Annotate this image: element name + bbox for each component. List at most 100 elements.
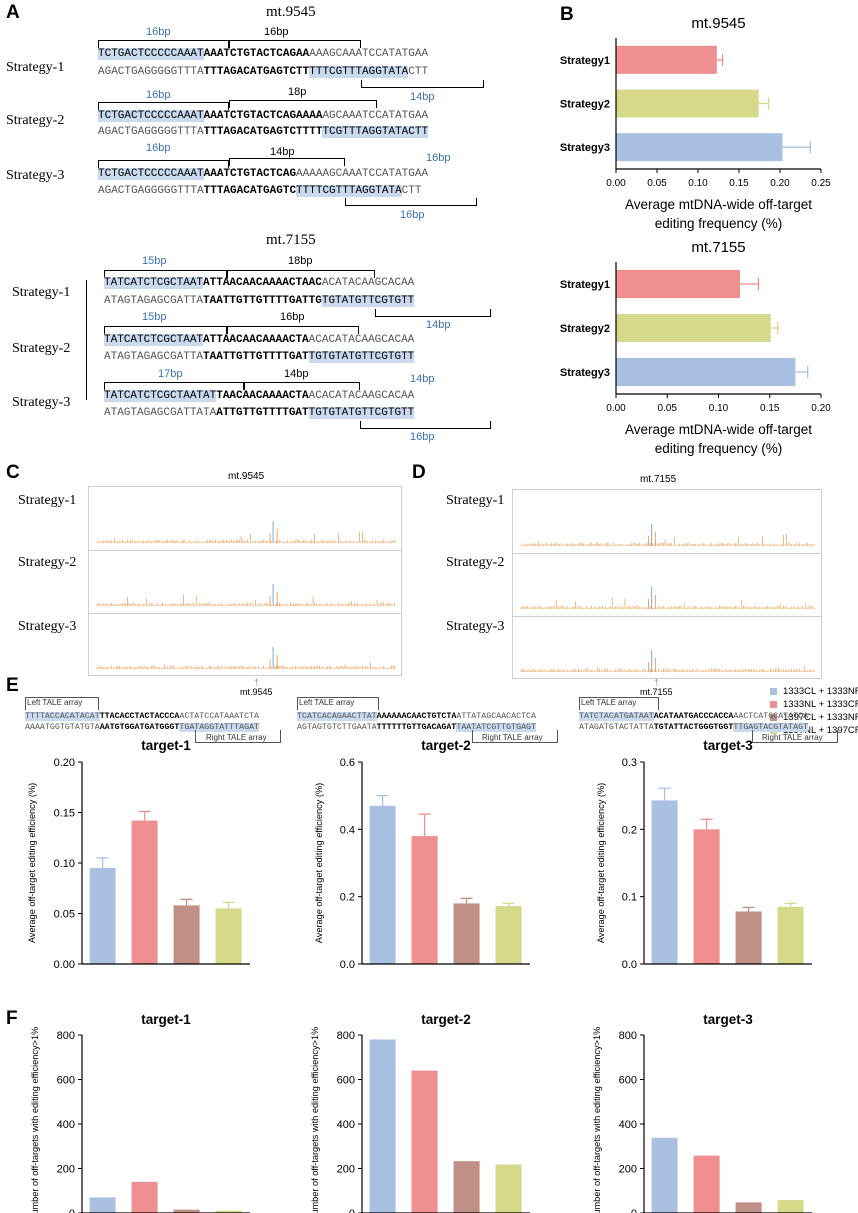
bp-label: 16bp xyxy=(146,26,171,38)
strategy-label: Strategy-2 xyxy=(12,341,71,356)
sequence-bottom: AGACTGAGGGGGTTTATTTAGACATGAGTCTTTTTCGTTT… xyxy=(98,66,428,79)
row-divider xyxy=(513,553,821,554)
row-divider xyxy=(89,613,401,614)
spacer-seq: ATTGTTGTTTTGAT xyxy=(216,407,309,419)
x-axis-label: Average mtDNA-wide off-target xyxy=(625,422,812,437)
tick-label: 0 xyxy=(69,1208,75,1213)
panel-label-a: A xyxy=(6,2,20,23)
left-tale-seq: TCATCACAGAACTTAT xyxy=(297,712,377,721)
tick-label: 0.05 xyxy=(54,909,75,921)
bar xyxy=(173,1209,200,1213)
flank-seq: ACTATCCATAAATCTA xyxy=(179,712,260,721)
x-axis-label: editing frequency (%) xyxy=(655,216,783,231)
spacer-seq: AAATCTGTACTCAG xyxy=(203,168,297,180)
legend-swatch xyxy=(770,713,777,721)
bar xyxy=(693,829,720,964)
target-marker-label: ↑ mt.9545 xyxy=(240,677,273,698)
bar xyxy=(131,820,158,964)
strategy-label: Strategy-3 xyxy=(6,168,65,183)
right-tale-bracket xyxy=(195,730,281,743)
right-tale-seq: TGTATGTTCGTGTT xyxy=(321,295,415,307)
bracket xyxy=(227,326,359,334)
tick-label: 800 xyxy=(57,1030,75,1042)
flank-seq: AAAGCAAATCCATATGAA xyxy=(309,48,429,60)
tick-label: 400 xyxy=(337,1119,355,1131)
spacer-seq: TGTATTACTGGGTGGT xyxy=(653,723,734,732)
right-tale-label: Right TALE array xyxy=(762,733,823,742)
y-axis-label: Average off-target editing efficiency (%… xyxy=(314,783,324,943)
legend-swatch xyxy=(770,700,777,708)
chart-title: target-3 xyxy=(703,1012,753,1027)
tick-label: 0.00 xyxy=(606,403,626,414)
spacer-seq: ATTAACAACAAAACTAAC xyxy=(203,277,322,289)
panel-label-f: F xyxy=(6,1008,18,1029)
flank-seq: AGACTGAGGGGGTTTA xyxy=(98,185,204,197)
spacer-seq: AAATCTGTACTCAGAA xyxy=(203,48,310,60)
y-axis-label: Number of off-targets with editing effic… xyxy=(310,1027,320,1213)
manhattan-frame-c xyxy=(88,486,402,676)
chart-e-target3: target-3 0.0 0.1 0.2 0.3 Average off-target e… xyxy=(596,740,812,971)
bar xyxy=(453,903,480,964)
y-axis-label: Number of off-targets with editing effic… xyxy=(592,1027,602,1213)
tick-label: 600 xyxy=(57,1075,75,1087)
tick-label: 0.20 xyxy=(54,757,75,769)
bar xyxy=(616,45,717,74)
chart-title: target-3 xyxy=(703,740,753,753)
left-tale-seq: TTTTACCACATACAT xyxy=(25,712,100,721)
tick-label: 600 xyxy=(337,1075,355,1087)
category-label: Strategy3 xyxy=(560,367,610,379)
strategy-label: Strategy-2 xyxy=(18,555,77,570)
strategy-label: Strategy-3 xyxy=(12,395,71,410)
bar xyxy=(495,906,522,964)
bracket xyxy=(104,382,244,390)
bp-label: 18bp xyxy=(288,255,313,267)
strategy-label: Strategy-1 xyxy=(6,60,65,75)
sequence-top: TATCTACATGATAATACATAATGACCCACCAAACTCATGC… xyxy=(579,712,808,722)
tick-label: 0.20 xyxy=(770,178,790,189)
chart-f-target3: target-3 0 200 400 600 800 Number of off-targe… xyxy=(592,1012,812,1213)
panel-b-bar-charts: mt.9545 Strategy1 Strategy2 Strategy3 0.00 0.… xyxy=(560,15,831,456)
left-tale-label: Left TALE array xyxy=(299,698,355,707)
bar xyxy=(131,1181,158,1213)
marker-text: mt.9545 xyxy=(240,687,273,697)
flank-seq: ACACATACAAGCACAA xyxy=(308,390,415,402)
right-tale-seq: TCGTTTAGGTATACTT xyxy=(322,126,429,138)
bar xyxy=(693,1155,720,1213)
bracket xyxy=(98,160,229,168)
bracket xyxy=(229,40,361,48)
bar xyxy=(215,908,242,964)
bar xyxy=(495,1164,522,1213)
spacer-seq: TTTTTTGTTGACAGAT xyxy=(376,723,457,732)
sequence-top: TCTGACTCCCCCAAATAAATCTGTACTCAGAAAAAGCAAA… xyxy=(98,110,428,123)
site-title-mt9545: mt.9545 xyxy=(266,4,316,20)
bar xyxy=(369,805,396,964)
legend-label: 1333NL + 1333CR xyxy=(783,699,858,710)
legend-label: 1397CL + 1333NR xyxy=(783,712,858,723)
spacer-seq: TAATTGTTGTTTTGATTG xyxy=(203,295,322,307)
row-divider xyxy=(513,616,821,617)
tick-label: 0.25 xyxy=(811,178,831,189)
tick-label: 400 xyxy=(57,1119,75,1131)
tick-label: 800 xyxy=(619,1030,637,1042)
tick-label: 0.0 xyxy=(340,959,355,971)
bar xyxy=(411,1070,438,1213)
bracket xyxy=(360,421,491,429)
category-label: Strategy2 xyxy=(560,99,610,111)
manhattan-svg-c xyxy=(96,521,395,669)
y-axis-label: Number of off-targets with editing effic… xyxy=(30,1027,40,1213)
y-axis-label: Average off-target editing efficiency (%… xyxy=(596,783,606,943)
spacer-seq: TTTAGACATGAGTCTT xyxy=(203,66,310,78)
bracket xyxy=(244,382,360,390)
left-tale-seq: TCTGACTCCCCCAAAT xyxy=(98,48,204,60)
bracket xyxy=(345,198,477,206)
bar xyxy=(616,89,759,118)
left-tale-label: Left TALE array xyxy=(27,698,83,707)
tick-label: 0.10 xyxy=(688,178,708,189)
bar xyxy=(616,357,796,387)
left-tale-bracket xyxy=(579,697,659,710)
bp-label: 18p xyxy=(288,86,307,98)
flank-seq: AGACTGAGGGGGTTTA xyxy=(98,126,204,138)
bracket xyxy=(229,100,377,108)
tick-label: 0.3 xyxy=(622,757,637,769)
manhattan-title-mt7155: mt.7155 xyxy=(640,474,677,485)
